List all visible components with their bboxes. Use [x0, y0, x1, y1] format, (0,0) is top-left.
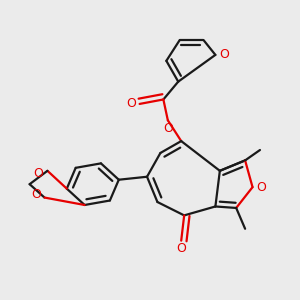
Text: O: O	[34, 167, 44, 180]
Text: O: O	[219, 48, 229, 62]
Text: O: O	[256, 181, 266, 194]
Text: O: O	[176, 242, 186, 256]
Text: O: O	[126, 98, 136, 110]
Text: O: O	[163, 122, 173, 135]
Text: O: O	[31, 188, 41, 201]
